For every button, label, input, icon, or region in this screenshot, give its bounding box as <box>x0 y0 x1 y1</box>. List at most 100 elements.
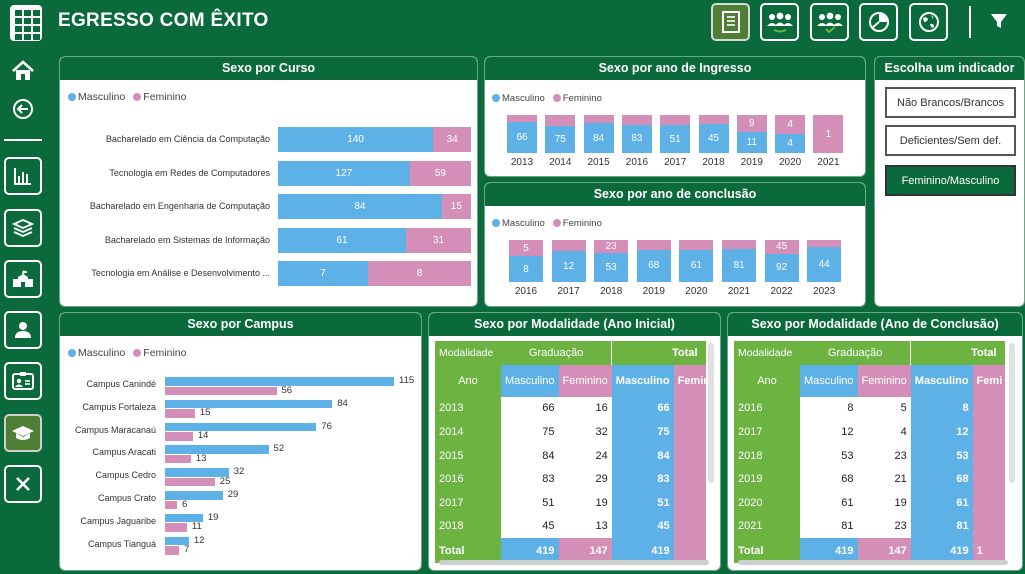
graduation-nav-button[interactable] <box>4 414 42 452</box>
indicator-option-feminino[interactable]: Feminino/Masculino <box>885 165 1016 196</box>
list-nav-button[interactable] <box>711 3 750 41</box>
header-total: Total <box>611 341 706 365</box>
vertical-scrollbar[interactable] <box>1009 343 1015 483</box>
column-masculino: 8 <box>509 256 543 282</box>
cell-total-masculino: 12 <box>910 420 973 444</box>
legend-item-feminino[interactable]: Feminino <box>552 92 602 104</box>
table-row[interactable]: 2016 83 29 83 <box>435 467 706 491</box>
bar-feminino <box>165 454 191 464</box>
cell-total-grad-feminino: 147 <box>857 538 911 564</box>
home-button[interactable] <box>4 52 42 90</box>
layers-icon <box>12 219 34 237</box>
category-label: Campus Crato <box>97 493 156 503</box>
table-row[interactable]: 2020 61 19 61 <box>734 490 1005 515</box>
table-row[interactable]: 2017 12 4 12 <box>734 420 1005 444</box>
x-tick-label: 2017 <box>557 286 580 297</box>
value-label-masculino: 19 <box>207 511 219 523</box>
legend-item-masculino[interactable]: Masculino <box>68 91 125 103</box>
school-building-nav-button[interactable] <box>4 260 42 298</box>
value-label-masculino: 32 <box>233 466 245 478</box>
indicator-option-deficientes[interactable]: Deficientes/Sem def. <box>885 125 1016 156</box>
globe-nav-button[interactable] <box>909 3 948 41</box>
cell-grad-masculino: 83 <box>501 467 559 491</box>
cell-ano: 2017 <box>734 420 800 444</box>
value-label-masculino: 52 <box>273 443 285 455</box>
column-feminino <box>698 115 729 124</box>
table-row[interactable]: 2017 51 19 51 <box>435 490 706 515</box>
person-nav-button[interactable] <box>4 311 42 349</box>
header-grad-feminino: Feminino <box>857 364 911 397</box>
cell-total-masculino: 8 <box>910 396 973 421</box>
column-feminino <box>551 240 586 251</box>
table-row[interactable]: 2013 66 16 66 <box>435 396 706 421</box>
panel-modalidade-conclusao: Sexo por Modalidade (Ano de Conclusão) M… <box>727 312 1023 571</box>
graduation-cap-icon <box>12 426 34 440</box>
group-check-nav-button[interactable] <box>810 3 849 41</box>
id-card-nav-button[interactable] <box>4 362 42 400</box>
value-label-masculino: 115 <box>399 375 415 386</box>
table-row[interactable]: 2015 84 24 84 <box>435 443 706 468</box>
back-button[interactable] <box>4 90 42 128</box>
legend-item-feminino[interactable]: Feminino <box>133 347 186 359</box>
legend-item-feminino[interactable]: Feminino <box>133 91 186 103</box>
close-nav-button[interactable] <box>4 465 42 503</box>
panel-title: Sexo por ano de Ingresso <box>485 57 865 80</box>
category-label: Tecnologia em Análise e Desenvolvimento … <box>91 268 270 278</box>
x-tick-label: 2020 <box>778 157 802 168</box>
bar-masculino <box>165 513 203 523</box>
person-icon <box>15 322 31 338</box>
table-row[interactable]: 2018 45 13 45 <box>435 514 706 539</box>
value-label-masculino: 84 <box>337 397 348 409</box>
globe-icon <box>918 12 939 32</box>
app-header <box>0 0 1025 46</box>
cell-grad-feminino: 5 <box>857 396 911 421</box>
indicator-option-nao-brancos[interactable]: Não Brancos/Brancos <box>885 87 1016 118</box>
group-sync-nav-button[interactable] <box>760 3 799 41</box>
cell-total-feminino <box>673 514 706 539</box>
table-row[interactable]: 2016 8 5 8 <box>734 396 1005 421</box>
cell-total-total-masculino: 419 <box>611 538 674 564</box>
x-tick-label: 2019 <box>740 157 763 168</box>
x-tick-label: 2022 <box>770 286 793 297</box>
vertical-scrollbar[interactable] <box>708 343 714 483</box>
category-label: Campus Fortaleza <box>82 401 156 412</box>
bar-masculino <box>165 468 229 477</box>
table-row[interactable]: 2018 53 23 53 <box>734 443 1005 468</box>
bar-masculino <box>165 422 317 432</box>
table-subheader-row: Ano Masculino Feminino Masculino Femi <box>734 364 1005 397</box>
panel-title: Sexo por ano de conclusão <box>485 183 865 206</box>
pie-chart-nav-button[interactable] <box>859 3 898 41</box>
cell-total-masculino: 45 <box>611 514 674 539</box>
table-row[interactable]: 2021 81 23 81 <box>734 514 1005 539</box>
cell-grad-masculino: 51 <box>501 490 559 515</box>
table-row[interactable]: 2014 75 32 75 <box>435 420 706 444</box>
category-label: Campus Maracanaú <box>74 424 156 435</box>
header-total-masculino: Masculino <box>910 364 973 397</box>
panel-sexo-curso: Sexo por Curso Masculino Feminino Bachar… <box>59 56 478 307</box>
column-masculino: 4 <box>775 134 806 153</box>
cell-ano: 2016 <box>435 467 501 491</box>
bar-chart-nav-button[interactable] <box>4 157 42 195</box>
header-total: Total <box>910 341 1005 365</box>
chart-legend: Masculino Feminino <box>68 347 186 359</box>
category-label: Bacharelado em Ciência da Computação <box>105 134 270 144</box>
horizontal-scrollbar[interactable] <box>439 560 709 565</box>
cell-total-masculino: 81 <box>910 514 973 539</box>
cell-total-masculino: 66 <box>611 396 674 421</box>
x-tick-label: 2018 <box>600 286 623 297</box>
horizontal-scrollbar[interactable] <box>738 560 1008 565</box>
home-icon <box>12 60 34 80</box>
cell-grad-masculino: 81 <box>800 514 858 539</box>
table-row[interactable]: 2019 68 21 68 <box>734 467 1005 491</box>
bar-feminino <box>165 409 195 418</box>
panel-title: Sexo por Modalidade (Ano Inicial) <box>429 313 720 336</box>
value-label-feminino: 14 <box>197 430 209 442</box>
layers-nav-button[interactable] <box>4 209 42 247</box>
legend-item-feminino[interactable]: Feminino <box>552 217 602 229</box>
value-label-feminino: 15 <box>199 407 211 419</box>
legend-item-masculino[interactable]: Masculino <box>492 92 545 104</box>
legend-item-masculino[interactable]: Masculino <box>492 217 545 229</box>
legend-item-masculino[interactable]: Masculino <box>68 347 125 359</box>
column-masculino: 61 <box>679 249 714 282</box>
filter-icon[interactable] <box>989 11 1009 31</box>
